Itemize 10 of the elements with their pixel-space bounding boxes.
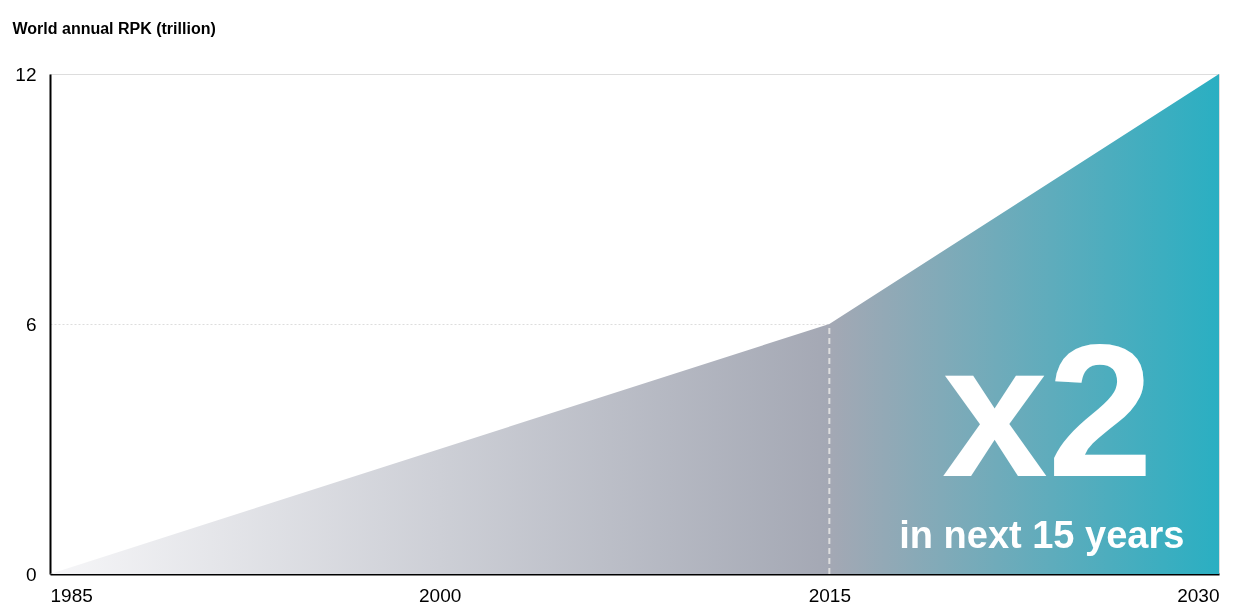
x-tick-label: 2015 [808, 584, 851, 606]
x-tick-label: 2000 [419, 584, 462, 606]
y-tick-label: 0 [25, 563, 37, 585]
y-tick-label: 6 [25, 313, 37, 335]
annotation: x2 [941, 303, 1154, 516]
x-tick-label: 1985 [50, 584, 93, 606]
x-tick-label: 2030 [1177, 584, 1220, 606]
annotation: in next 15 years [899, 513, 1185, 556]
y-tick-label: 12 [15, 63, 37, 85]
y-axis-title: World annual RPK (trillion) [12, 19, 216, 37]
